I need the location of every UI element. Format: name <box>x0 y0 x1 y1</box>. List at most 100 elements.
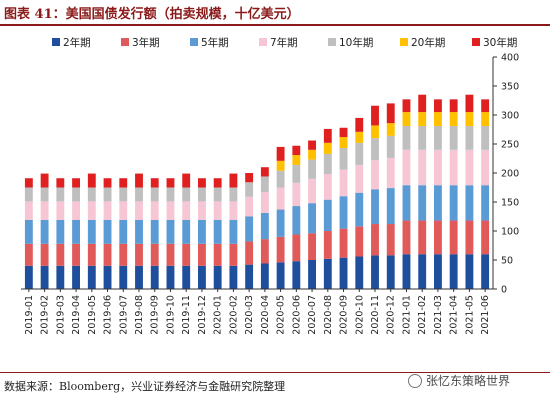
bar-segment-2019-02-s1 <box>40 243 49 266</box>
bar-segment-2019-06-s1 <box>103 243 112 266</box>
bar-segment-2019-09-s3 <box>150 201 159 220</box>
x-tick-label-2021-06: 2021-06 <box>480 295 491 335</box>
bar-segment-2020-04-s2 <box>260 213 269 240</box>
x-tick-label-2019-08: 2019-08 <box>134 295 145 335</box>
bar-segment-2020-09-s6 <box>339 127 348 138</box>
bar-segment-2019-11-s2 <box>182 219 191 244</box>
bar-segment-2020-12-s2 <box>386 188 395 225</box>
bar-segment-2019-02-s6 <box>40 173 49 188</box>
x-tick-label-2020-08: 2020-08 <box>323 295 334 335</box>
bar-segment-2019-03-s2 <box>56 219 65 244</box>
bar-segment-2021-02-s6 <box>418 94 427 113</box>
x-tick-label-2019-12: 2019-12 <box>197 295 208 335</box>
wechat-icon <box>408 373 422 388</box>
bar-segment-2021-03-s0 <box>434 254 442 289</box>
legend-label-s6: 30年期 <box>483 36 517 49</box>
bar-segment-2020-02-s0 <box>229 265 238 289</box>
bar-segment-2019-06-s4 <box>103 187 112 202</box>
bar-segment-2019-08-s2 <box>135 219 143 244</box>
bar-segment-2020-06-s1 <box>292 234 301 262</box>
bar-segment-2019-11-s4 <box>182 187 191 202</box>
bar-segment-2019-12-s6 <box>198 178 206 188</box>
bar-segment-2020-01-s2 <box>213 219 222 244</box>
legend-swatch-s5 <box>400 38 408 46</box>
bar-segment-2021-04-s4 <box>449 126 458 150</box>
bar-segment-2020-12-s1 <box>386 224 395 256</box>
bar-segment-2020-12-s0 <box>386 255 395 289</box>
bar-segment-2019-02-s4 <box>40 187 49 202</box>
x-tick-label-2019-04: 2019-04 <box>71 295 82 335</box>
bar-segment-2020-04-s1 <box>260 239 269 264</box>
bar-segment-2019-02-s0 <box>40 265 49 289</box>
bar-segment-2020-08-s4 <box>323 153 332 175</box>
footer-rule <box>0 372 550 373</box>
bar-segment-2019-01-s2 <box>24 219 33 244</box>
bar-segment-2020-10-s0 <box>355 256 364 289</box>
y-tick-label-400: 400 <box>501 53 519 64</box>
legend-label-s0: 2年期 <box>63 36 91 49</box>
bar-segment-2020-11-s0 <box>371 255 379 289</box>
bar-segment-2020-03-s1 <box>245 241 254 265</box>
y-tick-label-350: 350 <box>501 82 519 93</box>
bar-segment-2020-03-s6 <box>245 173 254 183</box>
bar-segment-2021-06-s6 <box>481 99 490 113</box>
x-tick-label-2020-03: 2020-03 <box>244 295 255 335</box>
bar-segment-2019-05-s2 <box>87 219 96 244</box>
bar-segment-2019-10-s3 <box>166 201 175 220</box>
bar-segment-2019-03-s6 <box>56 178 65 188</box>
bar-segment-2021-06-s0 <box>481 254 490 289</box>
axes: 0 50 100 150 200 250 300 350 400 2019-01 2019-02 20… <box>21 53 519 335</box>
bar-segment-2021-01-s2 <box>402 185 411 221</box>
bar-segment-2021-06-s2 <box>481 185 490 221</box>
x-tick-label-2020-10: 2020-10 <box>354 295 365 335</box>
bar-segment-2019-08-s6 <box>135 173 143 188</box>
legend-label-s3: 7年期 <box>270 36 298 49</box>
bar-segment-2020-05-s1 <box>276 236 285 263</box>
bar-segment-2020-02-s3 <box>229 201 238 220</box>
bar-segment-2020-07-s6 <box>308 140 316 150</box>
chart-title: 图表 41：美国国债发行额（拍卖规模，十亿美元） <box>4 7 300 22</box>
bar-segment-2019-07-s0 <box>119 265 128 289</box>
bar-segment-2020-08-s5 <box>323 142 332 154</box>
bar-segment-2019-07-s6 <box>119 178 128 188</box>
x-tick-label-2020-02: 2020-02 <box>228 295 239 335</box>
bar-segment-2021-01-s3 <box>402 149 411 186</box>
bar-segment-2020-05-s6 <box>276 146 285 161</box>
x-tick-label-2020-11: 2020-11 <box>370 295 381 335</box>
x-tick-label-2020-09: 2020-09 <box>339 295 350 335</box>
bar-segment-2020-02-s4 <box>229 187 238 202</box>
bar-segment-2020-04-s0 <box>260 263 269 289</box>
bar-segment-2020-06-s2 <box>292 206 301 235</box>
bar-segment-2019-11-s6 <box>182 173 191 188</box>
x-tick-label-2020-04: 2020-04 <box>260 295 271 335</box>
x-tick-label-2020-05: 2020-05 <box>276 295 287 335</box>
bar-segment-2019-06-s3 <box>103 201 112 220</box>
bar-segment-2020-03-s4 <box>245 182 254 197</box>
bar-segment-2021-02-s3 <box>418 149 427 186</box>
bar-segment-2020-10-s1 <box>355 226 364 257</box>
bar-segment-2019-04-s6 <box>72 178 80 188</box>
bar-segment-2020-12-s6 <box>386 103 395 124</box>
bar-segment-2020-08-s1 <box>323 231 332 259</box>
bar-segment-2021-02-s0 <box>418 254 427 289</box>
bar-segment-2020-07-s5 <box>308 149 316 160</box>
bar-segment-2020-09-s1 <box>339 228 348 258</box>
bar-segment-2021-05-s5 <box>465 112 474 127</box>
bar-segment-2021-03-s1 <box>434 220 442 255</box>
bar-segment-2021-05-s3 <box>465 149 474 186</box>
bar-segment-2019-01-s1 <box>24 243 33 266</box>
y-tick-label-300: 300 <box>501 111 519 122</box>
bar-segment-2020-12-s5 <box>386 123 395 136</box>
bar-segment-2020-03-s0 <box>245 264 254 289</box>
bar-segment-2019-04-s3 <box>72 201 80 220</box>
bar-segment-2020-07-s3 <box>308 178 316 204</box>
x-tick-label-2019-06: 2019-06 <box>103 295 114 335</box>
bar-segment-2021-05-s2 <box>465 185 474 221</box>
bar-segment-2019-02-s2 <box>40 219 49 244</box>
bar-segment-2019-05-s3 <box>87 201 96 220</box>
bar-segment-2020-07-s0 <box>308 260 316 289</box>
legend: 2年期 3年期 5年期 7年期 10年期 20年期 30年期 <box>52 36 517 49</box>
bar-segment-2020-07-s1 <box>308 233 316 260</box>
bar-segment-2019-03-s4 <box>56 187 65 202</box>
bar-segment-2019-03-s0 <box>56 265 65 289</box>
